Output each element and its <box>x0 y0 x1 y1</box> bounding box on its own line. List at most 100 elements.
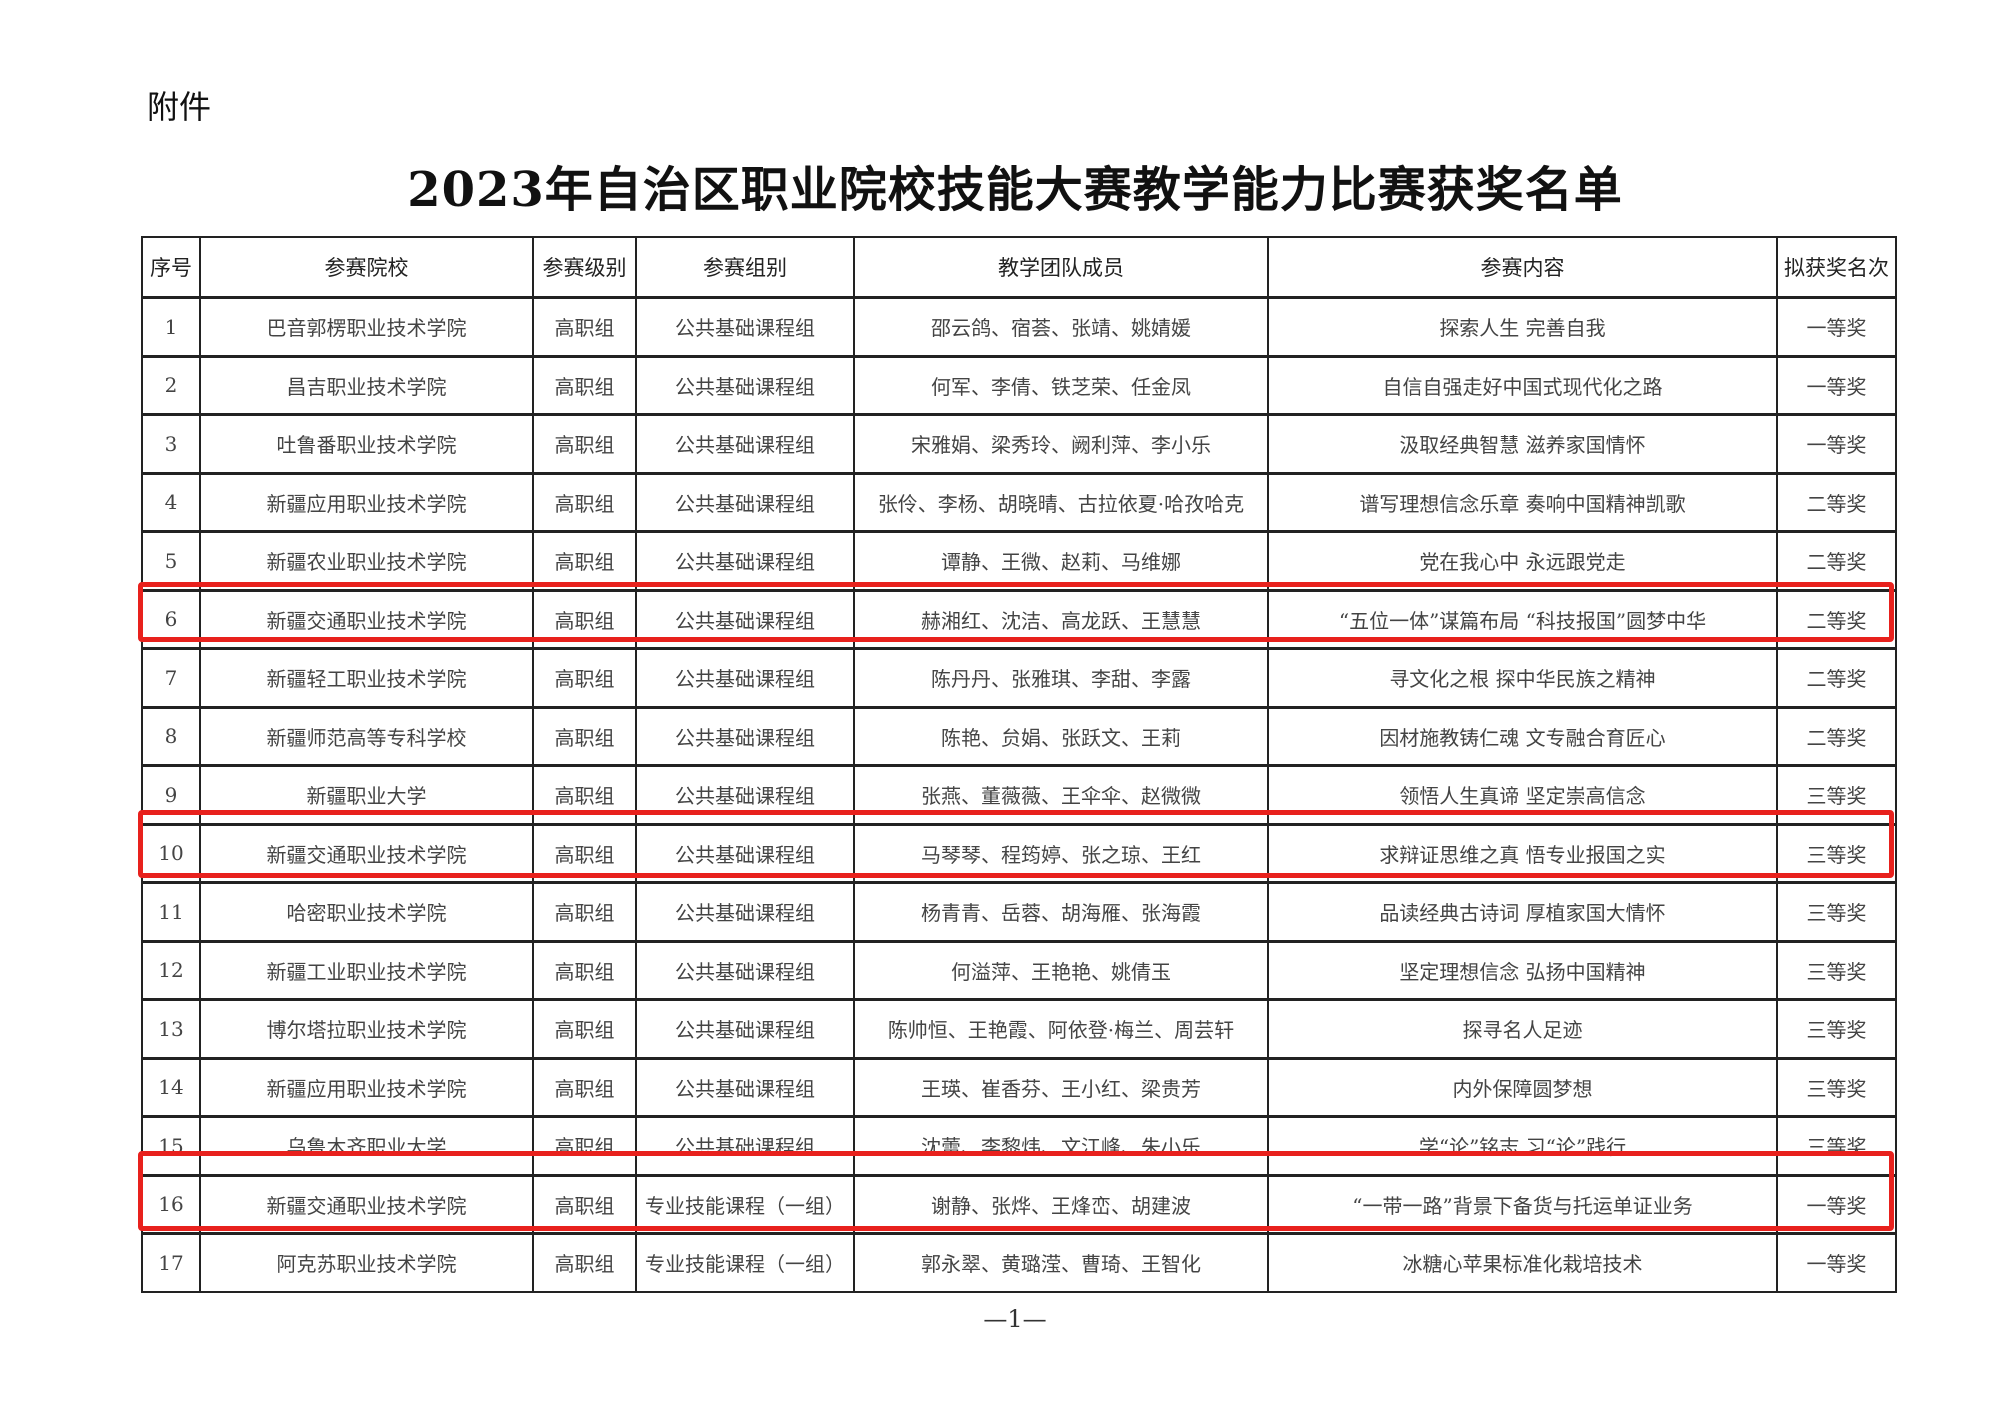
cell-group: 公共基础课程组 <box>635 296 855 357</box>
cell-group: 公共基础课程组 <box>635 1115 855 1176</box>
cell-content: 品读经典古诗词 厚植家国大情怀 <box>1267 881 1778 942</box>
cell-award: 三等奖 <box>1776 822 1897 884</box>
table-header-row: 序号 参赛院校 参赛级别 参赛组别 教学团队成员 参赛内容 拟获奖名次 <box>141 236 1897 299</box>
cell-team: 马琴琴、程筠婷、张之琼、王红 <box>853 822 1269 884</box>
cell-level: 高职组 <box>532 939 637 1001</box>
cell-level: 高职组 <box>532 354 637 416</box>
cell-index: 7 <box>141 647 201 708</box>
cell-index: 1 <box>141 296 201 357</box>
cell-school: 哈密职业技术学院 <box>199 881 534 942</box>
cell-group: 公共基础课程组 <box>635 413 855 474</box>
cell-award: 一等奖 <box>1776 1173 1897 1235</box>
cell-content: 谱写理想信念乐章 奏响中国精神凯歌 <box>1267 471 1778 533</box>
cell-school: 博尔塔拉职业技术学院 <box>199 998 534 1059</box>
cell-index: 13 <box>141 998 201 1059</box>
cell-level: 高职组 <box>532 764 637 825</box>
cell-index: 11 <box>141 881 201 942</box>
cell-content: 探索人生 完善自我 <box>1267 296 1778 357</box>
cell-group: 公共基础课程组 <box>635 588 855 650</box>
cell-team: 张燕、董薇薇、王伞伞、赵微微 <box>853 764 1269 825</box>
cell-index: 4 <box>141 471 201 533</box>
cell-level: 高职组 <box>532 588 637 650</box>
table-row: 11 哈密职业技术学院 高职组 公共基础课程组 杨青青、岳蓉、胡海雁、张海霞 品读经典古诗… <box>141 881 1897 942</box>
cell-group: 公共基础课程组 <box>635 764 855 825</box>
cell-school: 巴音郭楞职业技术学院 <box>199 296 534 357</box>
cell-group: 公共基础课程组 <box>635 822 855 884</box>
cell-index: 17 <box>141 1232 201 1293</box>
cell-level: 高职组 <box>532 1115 637 1176</box>
cell-award: 三等奖 <box>1776 1056 1897 1118</box>
table-row: 9 新疆职业大学 高职组 公共基础课程组 张燕、董薇薇、王伞伞、赵微微 领悟人生真谛 坚定… <box>141 764 1897 825</box>
cell-index: 15 <box>141 1115 201 1176</box>
cell-content: 领悟人生真谛 坚定崇高信念 <box>1267 764 1778 825</box>
cell-content: 学“论”铭志 习“论”践行 <box>1267 1115 1778 1176</box>
cell-team: 郭永翠、黄璐滢、曹琦、王智化 <box>853 1232 1269 1293</box>
cell-award: 一等奖 <box>1776 1232 1897 1293</box>
cell-team: 张伶、李杨、胡晓晴、古拉依夏·哈孜哈克 <box>853 471 1269 533</box>
cell-school: 阿克苏职业技术学院 <box>199 1232 534 1293</box>
cell-index: 10 <box>141 822 201 884</box>
cell-content: 探寻名人足迹 <box>1267 998 1778 1059</box>
attachment-label: 附件 <box>147 88 212 126</box>
table-row: 1 巴音郭楞职业技术学院 高职组 公共基础课程组 邵云鸽、宿荟、张靖、姚婧媛 探索人生 完… <box>141 296 1897 357</box>
cell-level: 高职组 <box>532 998 637 1059</box>
document-title: 2023年自治区职业院校技能大赛教学能力比赛获奖名单 <box>407 162 1623 218</box>
cell-team: 宋雅娟、梁秀玲、阙利萍、李小乐 <box>853 413 1269 474</box>
cell-team: 杨青青、岳蓉、胡海雁、张海霞 <box>853 881 1269 942</box>
cell-level: 高职组 <box>532 705 637 767</box>
cell-group: 公共基础课程组 <box>635 354 855 416</box>
cell-team: 谢静、张烨、王烽峦、胡建波 <box>853 1173 1269 1235</box>
cell-group: 公共基础课程组 <box>635 647 855 708</box>
cell-level: 高职组 <box>532 296 637 357</box>
cell-award: 三等奖 <box>1776 881 1897 942</box>
table-row: 4 新疆应用职业技术学院 高职组 公共基础课程组 张伶、李杨、胡晓晴、古拉依夏·哈孜哈克… <box>141 471 1897 533</box>
table-row: 16 新疆交通职业技术学院 高职组 专业技能课程（一组） 谢静、张烨、王烽峦、胡建波 “一… <box>141 1173 1897 1235</box>
cell-level: 高职组 <box>532 822 637 884</box>
header-index: 序号 <box>141 236 201 299</box>
header-level: 参赛级别 <box>532 236 637 299</box>
table-row: 15 乌鲁木齐职业大学 高职组 公共基础课程组 沈蕾、李黎炜、文江峰、朱小乐 学“论”铭志… <box>141 1115 1897 1176</box>
cell-group: 公共基础课程组 <box>635 998 855 1059</box>
table-row: 2 昌吉职业技术学院 高职组 公共基础课程组 何军、李倩、铁芝荣、任金凤 自信自强走好中国… <box>141 354 1897 416</box>
cell-level: 高职组 <box>532 1232 637 1293</box>
cell-school: 新疆工业职业技术学院 <box>199 939 534 1001</box>
cell-group: 公共基础课程组 <box>635 881 855 942</box>
cell-team: 何溢萍、王艳艳、姚倩玉 <box>853 939 1269 1001</box>
cell-school: 新疆交通职业技术学院 <box>199 1173 534 1235</box>
cell-award: 一等奖 <box>1776 413 1897 474</box>
header-school: 参赛院校 <box>199 236 534 299</box>
table-row: 6 新疆交通职业技术学院 高职组 公共基础课程组 赫湘红、沈洁、高龙跃、王慧慧 “五位一体… <box>141 588 1897 650</box>
table-row: 10 新疆交通职业技术学院 高职组 公共基础课程组 马琴琴、程筠婷、张之琼、王红 求辩证思… <box>141 822 1897 884</box>
header-team: 教学团队成员 <box>853 236 1269 299</box>
cell-level: 高职组 <box>532 647 637 708</box>
cell-index: 6 <box>141 588 201 650</box>
cell-school: 新疆交通职业技术学院 <box>199 822 534 884</box>
cell-content: 寻文化之根 探中华民族之精神 <box>1267 647 1778 708</box>
cell-award: 一等奖 <box>1776 354 1897 416</box>
table-row: 3 吐鲁番职业技术学院 高职组 公共基础课程组 宋雅娟、梁秀玲、阙利萍、李小乐 汲取经典智… <box>141 413 1897 474</box>
header-content: 参赛内容 <box>1267 236 1778 299</box>
cell-award: 三等奖 <box>1776 939 1897 1001</box>
cell-school: 吐鲁番职业技术学院 <box>199 413 534 474</box>
cell-content: 因材施教铸仁魂 文专融合育匠心 <box>1267 705 1778 767</box>
cell-group: 公共基础课程组 <box>635 705 855 767</box>
cell-index: 8 <box>141 705 201 767</box>
cell-team: 沈蕾、李黎炜、文江峰、朱小乐 <box>853 1115 1269 1176</box>
cell-level: 高职组 <box>532 530 637 591</box>
cell-level: 高职组 <box>532 1173 637 1235</box>
cell-school: 新疆师范高等专科学校 <box>199 705 534 767</box>
table-row: 12 新疆工业职业技术学院 高职组 公共基础课程组 何溢萍、王艳艳、姚倩玉 坚定理想信念 … <box>141 939 1897 1001</box>
cell-index: 2 <box>141 354 201 416</box>
cell-team: 邵云鸽、宿荟、张靖、姚婧媛 <box>853 296 1269 357</box>
cell-team: 赫湘红、沈洁、高龙跃、王慧慧 <box>853 588 1269 650</box>
cell-award: 一等奖 <box>1776 296 1897 357</box>
cell-school: 乌鲁木齐职业大学 <box>199 1115 534 1176</box>
cell-group: 公共基础课程组 <box>635 471 855 533</box>
cell-team: 陈丹丹、张雅琪、李甜、李露 <box>853 647 1269 708</box>
cell-index: 12 <box>141 939 201 1001</box>
cell-team: 何军、李倩、铁芝荣、任金凤 <box>853 354 1269 416</box>
cell-school: 昌吉职业技术学院 <box>199 354 534 416</box>
cell-award: 二等奖 <box>1776 647 1897 708</box>
cell-level: 高职组 <box>532 881 637 942</box>
table-row: 8 新疆师范高等专科学校 高职组 公共基础课程组 陈艳、贠娟、张跃文、王莉 因材施教铸仁魂… <box>141 705 1897 767</box>
